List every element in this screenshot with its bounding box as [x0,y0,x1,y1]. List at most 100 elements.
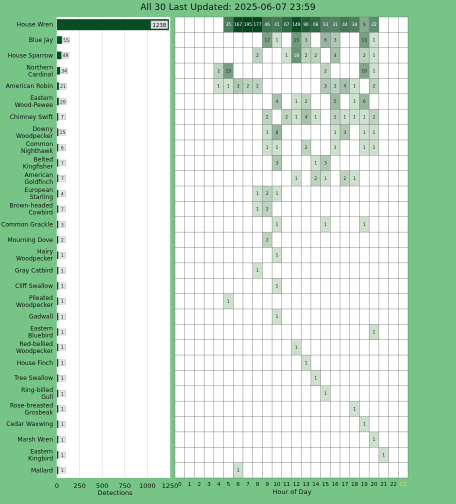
heat-cell-label: 6 [363,99,366,104]
species-label-5: Eastern Wood-Pewee [15,95,54,109]
heat-cell [340,109,350,125]
hour-tick-label: 13 [303,482,310,488]
heat-cell-label: 1 [363,130,366,135]
heat-cell-label: 2 [256,53,259,58]
heat-cell [301,139,311,156]
heat-cell [272,308,282,325]
heat-cell [310,170,321,187]
bar-4 [57,82,59,90]
heat-cell [349,401,360,417]
bar-value-label: 1 [61,314,64,320]
bar-value-label: 6 [61,145,64,151]
heat-cell [340,124,350,140]
species-label-1: Blue Jay [29,37,54,44]
bar-x-tick-label: 0 [55,482,59,490]
heat-cell-label: 3 [324,84,327,89]
species-label-8: Common Nighthawk [21,141,54,155]
species-label-3: Northern Cardinal [26,64,53,78]
heat-cell-label: 12 [265,38,271,43]
heat-cell-label: 1 [276,253,279,258]
bar-24 [57,389,59,398]
bar-value-label: 4 [61,192,64,198]
heat-cell [291,47,302,64]
bar-value-label: 1 [61,453,64,459]
heat-cell-label: 1 [276,314,279,319]
heat-cell-label: 2 [266,191,269,196]
heat-cell [330,93,341,110]
heat-cell [272,124,282,140]
heat-cell-label: 13 [362,38,368,43]
bar-value-label: 34 [61,69,67,75]
heat-cell-label: 1 [276,222,279,227]
species-label-21: Red-bellied Woodpecker [16,341,53,355]
heat-cell [252,78,263,94]
heat-cell [330,139,341,156]
bar-value-box [58,451,66,459]
heat-cell [233,17,243,33]
bar-value-label: 1 [61,437,64,443]
hour-tick-label: 23 [400,482,407,488]
bar-value-box [58,190,66,197]
heat-cell-label: 1 [295,176,298,181]
heat-cell [330,32,341,48]
heat-cell [272,139,282,156]
heat-cell [281,109,292,125]
heat-cell [359,63,370,79]
heat-cell-label: 90 [303,22,309,27]
heat-cell [272,17,282,33]
bar-panel: 123855493421207156774732111111111111111 … [1,17,178,497]
species-label-7: Downy Woodpecker [16,126,53,140]
species-label-17: Cliff Swallow [15,283,53,290]
heat-cell-label: 5 [334,99,337,104]
heat-cell-label: 1 [295,114,298,119]
bar-value-label: 1 [61,253,64,259]
heat-cell-label: 1 [353,406,356,411]
bar-17 [57,282,59,290]
heat-cell-label: 15 [294,38,300,43]
bar-6 [57,113,59,121]
species-label-20: Eastern Bluebird [28,326,53,340]
heat-cell-label: 46 [265,22,271,27]
bar-14 [57,235,59,244]
species-label-16: Gray Catbird [15,268,53,275]
heat-cell [301,109,311,125]
heat-cell [291,109,302,125]
heat-cell [310,370,321,386]
heat-cell-label: 2 [373,114,376,119]
heat-cell-label: 1 [373,68,376,73]
heat-cell-label: 1 [237,468,240,473]
heat-cell [291,17,302,33]
hour-tick-label: 3 [207,482,211,488]
bar-value-label: 1 [61,407,64,413]
heat-cell-label: 2 [266,237,269,242]
species-label-23: Tree Swallow [13,375,53,382]
bar-23 [57,374,59,382]
bar-x-tick-label: 750 [119,482,131,490]
heat-cell-label: 1 [363,222,366,227]
species-label-12: Brown-headed Cowbird [10,203,54,217]
bar-value-box [58,129,67,136]
bar-value-box [58,344,66,351]
heat-cell-label: 31 [333,22,339,27]
heat-cell [281,17,292,33]
bar-value-box [58,390,66,397]
bar-value-box [58,436,66,443]
heat-cell [233,78,243,94]
heat-cell-label: 3 [334,38,337,43]
bar-1 [57,36,62,44]
hour-tick-label: 20 [371,482,378,488]
heat-cell-label: 22 [371,22,377,27]
heat-cell [310,47,321,64]
heat-cell-label: 1 [324,391,327,396]
heat-cell [223,63,234,79]
bar-value-box [59,83,67,90]
heat-cell-label: 4 [344,84,347,89]
heat-cell [223,293,234,309]
heat-cell [349,78,360,94]
bar-value-box [58,282,66,290]
heat-cell [262,186,273,202]
heat-cell-label: 10 [362,68,368,73]
bar-value-label: 1 [61,361,64,367]
heat-cell-label: 1 [276,38,279,43]
species-label-22: House Finch [17,360,53,367]
